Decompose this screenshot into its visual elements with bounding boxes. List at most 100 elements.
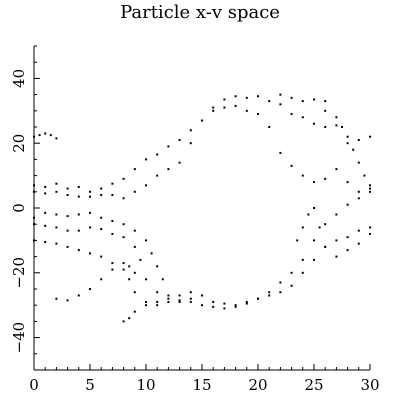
data-point [257,95,259,98]
data-point [122,320,125,323]
data-point [156,265,159,268]
data-point [313,239,315,242]
data-point [369,184,371,187]
data-point [145,300,147,303]
data-point [128,265,131,268]
data-point [290,96,293,99]
data-point [301,116,304,119]
data-point [335,124,338,127]
data-point [122,268,125,271]
data-point [133,310,136,313]
data-point [33,239,35,242]
data-point [245,300,248,303]
data-point [77,229,80,232]
data-point [369,135,371,138]
data-point [167,294,170,297]
data-point [346,236,349,239]
data-point [66,229,69,232]
data-point [89,211,91,214]
data-point [352,148,355,151]
data-point [139,258,142,261]
data-point [313,122,315,125]
data-point [55,297,58,300]
data-point [357,197,360,200]
y-tick-label: 0 [10,203,28,213]
data-point [189,297,192,300]
data-point [257,297,259,300]
axes: 0 5 10 15 20 25 30 −40 −20 0 20 40 [10,45,380,394]
data-point [145,239,147,242]
data-point [268,126,271,128]
data-point [111,268,114,271]
data-point [346,203,349,206]
data-point [122,223,125,226]
data-point [150,252,153,255]
data-point [145,184,147,187]
data-point [201,119,203,122]
data-point [324,223,327,226]
data-point [301,226,304,229]
data-point [128,317,131,320]
data-point [167,168,170,171]
data-point [307,213,310,216]
data-point [290,284,293,287]
data-point [279,103,282,106]
data-point [212,106,215,109]
data-point [133,168,136,171]
data-point [178,299,181,302]
data-point [363,174,366,177]
data-point [133,271,136,274]
data-point [89,195,91,198]
data-point [44,241,47,244]
data-point [234,104,237,107]
data-point [156,291,159,294]
data-point [66,194,69,197]
data-point [357,138,360,141]
data-point [369,190,371,193]
data-point [66,187,69,190]
data-point [234,305,237,308]
data-point [335,116,338,119]
y-tick-label: −40 [10,322,28,354]
data-point [324,245,327,248]
data-point [346,142,349,145]
data-point [89,288,91,290]
x-tick-label: 30 [360,376,379,394]
y-tick-label: −20 [10,257,28,289]
data-point [357,161,360,164]
data-point [44,132,47,135]
data-point [122,262,125,265]
x-tick-label: 15 [192,376,211,394]
data-point [44,185,47,188]
data-point [33,135,35,138]
data-point [346,181,349,184]
data-point [167,300,170,303]
data-point [66,299,69,302]
data-point [122,236,125,239]
data-point [335,239,338,242]
data-point [324,100,327,103]
data-point [335,255,338,258]
x-tick-label: 5 [85,376,95,394]
data-point [156,300,159,303]
data-point [55,182,58,185]
data-point [313,181,315,184]
data-point [77,185,80,188]
data-point [223,302,226,305]
data-point [189,291,192,294]
data-point [111,182,114,185]
data-point [346,135,349,138]
data-point [77,294,80,297]
x-tick-label: 25 [304,376,323,394]
data-point [189,129,192,132]
data-point [55,137,58,140]
data-point [89,190,91,193]
data-point [133,291,136,294]
data-point [296,239,299,242]
chart-title: Particle x-v space [120,2,280,23]
data-point [212,305,215,308]
x-tick-label: 0 [29,376,39,394]
data-point [279,151,282,154]
data-points [33,93,371,323]
